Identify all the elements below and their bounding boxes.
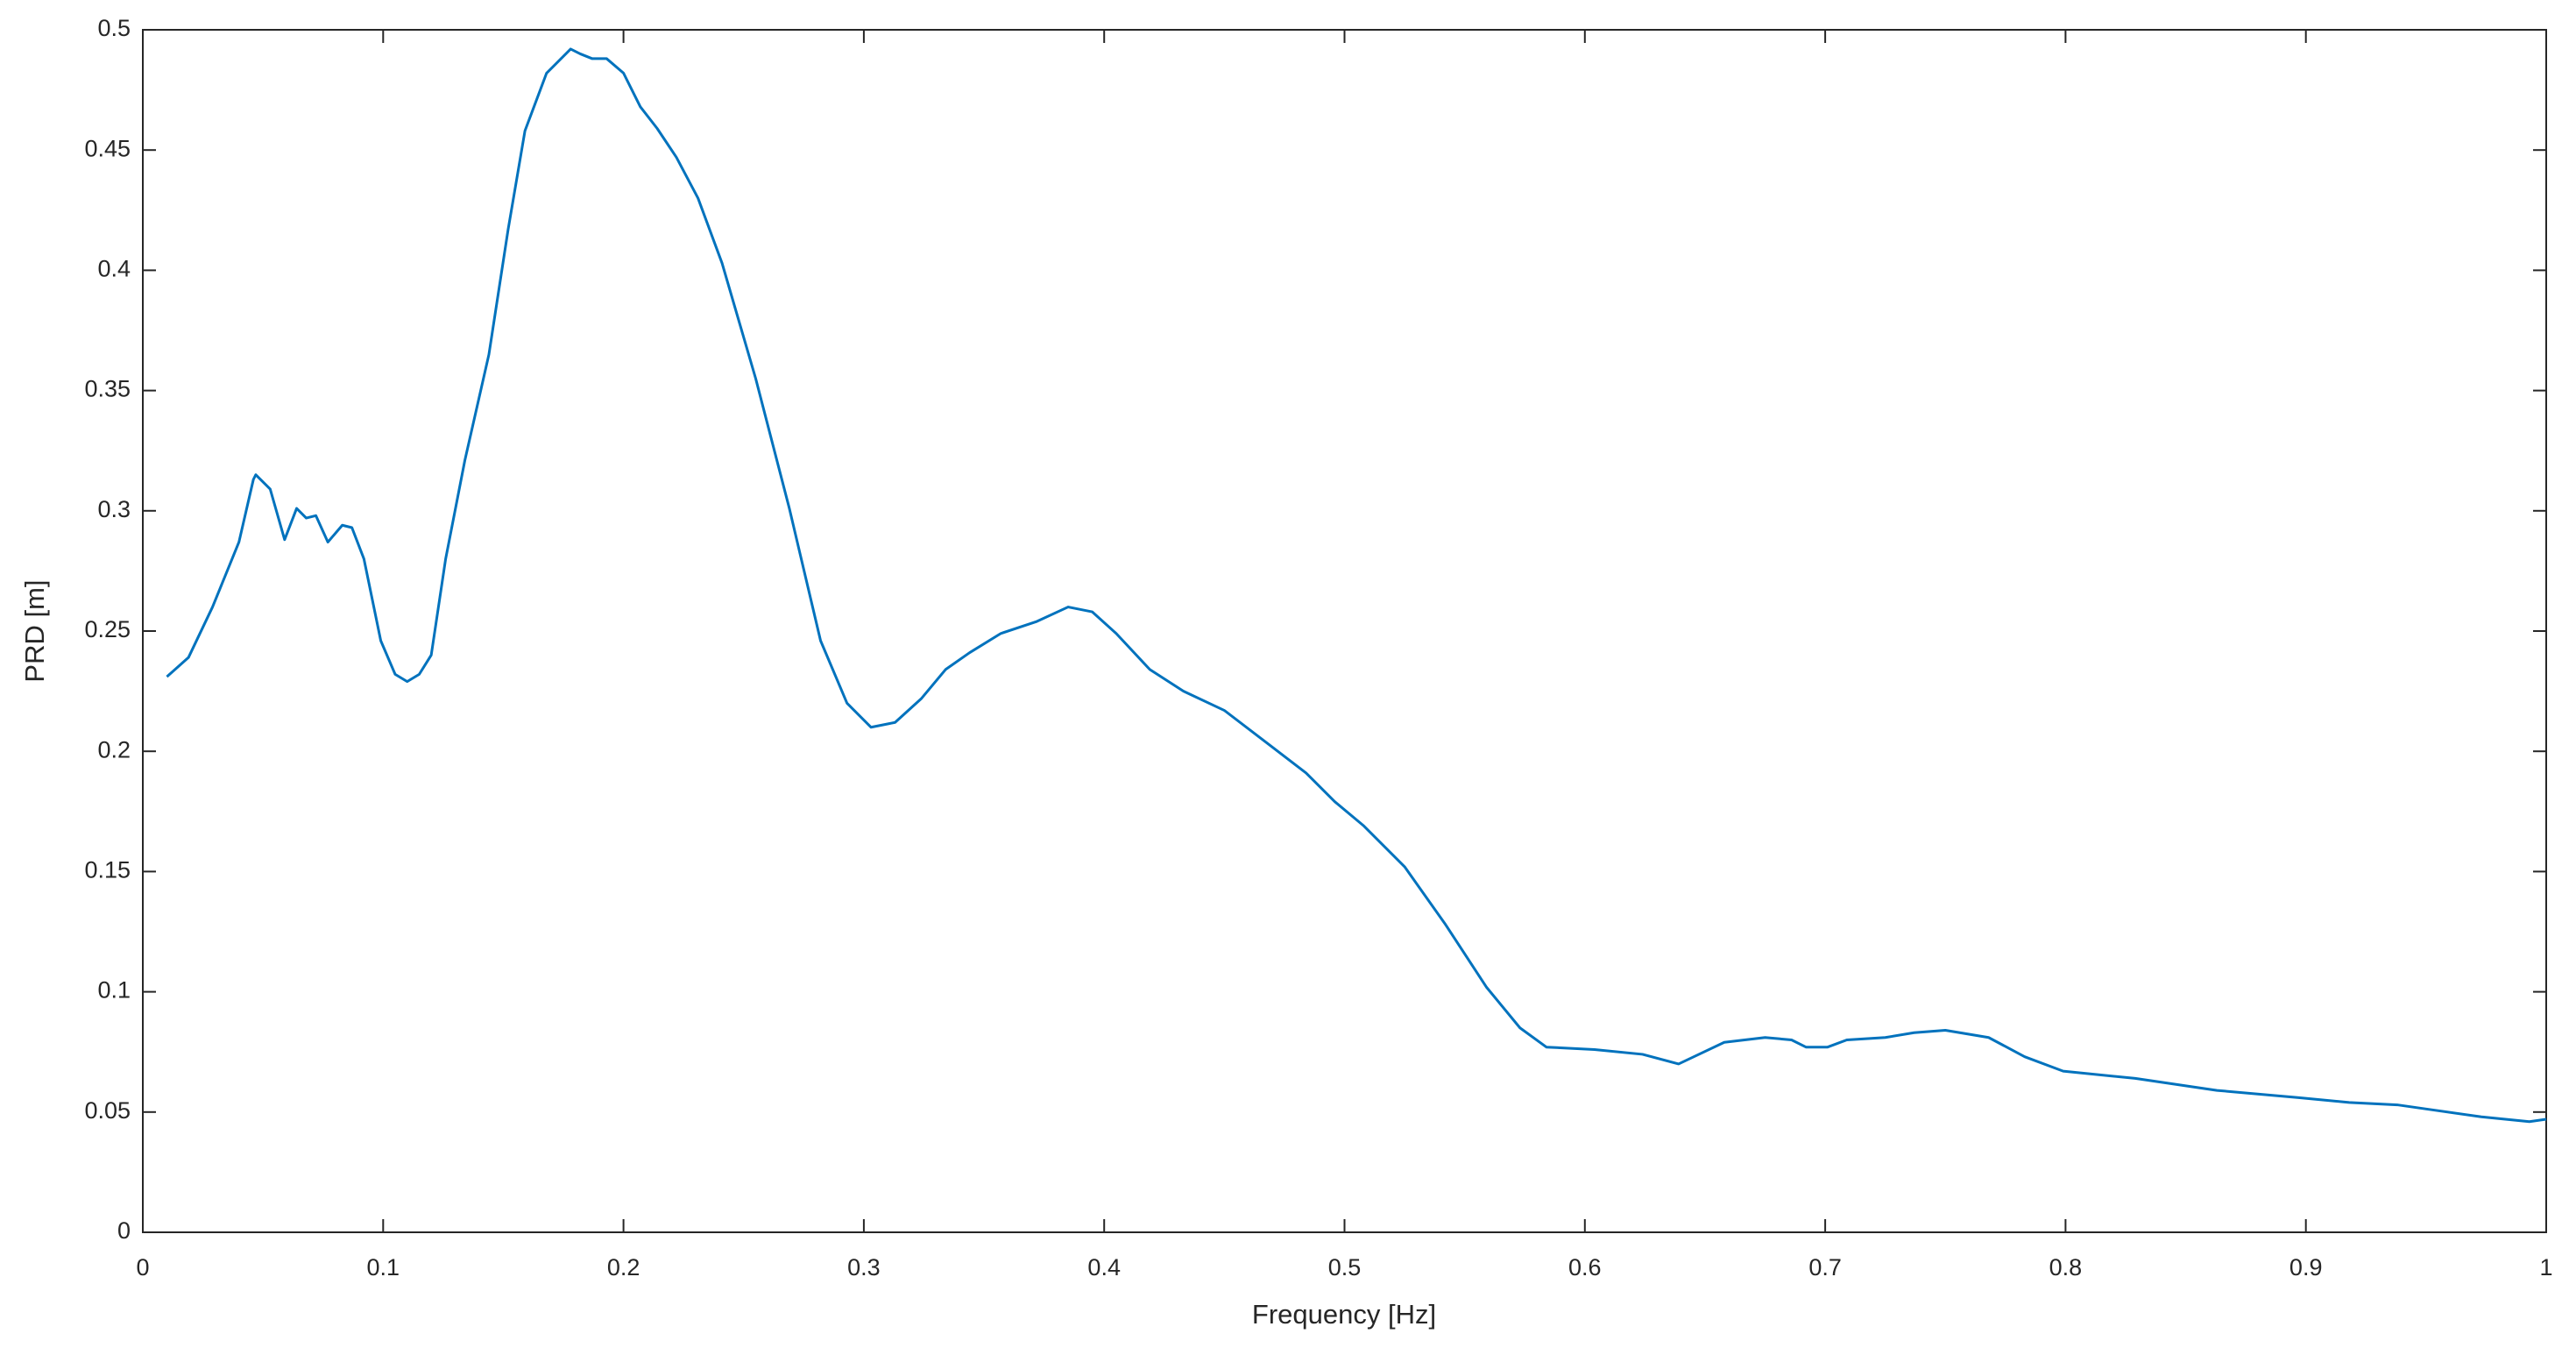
y-tick-label: 0.3 (97, 496, 131, 522)
x-tick-label: 0.6 (1568, 1254, 1602, 1281)
x-tick-label: 0.8 (2049, 1254, 2083, 1281)
y-tick-label: 0.25 (84, 616, 131, 642)
y-axis-label: PRD [m] (19, 579, 50, 682)
data-line (166, 47, 2547, 1124)
y-tick-label: 0.2 (97, 736, 131, 763)
x-tick-label: 0.3 (847, 1254, 881, 1281)
y-tick-label: 0.35 (84, 376, 131, 402)
x-tick-label: 0 (136, 1254, 149, 1281)
x-tick-label: 0.4 (1087, 1254, 1121, 1281)
plot-box (142, 29, 2547, 1233)
y-tick-label: 0.45 (84, 135, 131, 161)
y-tick-label: 0 (117, 1217, 131, 1244)
x-tick-label: 0.9 (2289, 1254, 2323, 1281)
x-tick-label: 0.1 (367, 1254, 400, 1281)
x-tick-label: 0.2 (607, 1254, 640, 1281)
x-tick-label: 0.7 (1808, 1254, 1842, 1281)
x-tick-label: 0.5 (1328, 1254, 1362, 1281)
y-tick-label: 0.5 (97, 15, 131, 41)
y-tick-label: 0.05 (84, 1097, 131, 1124)
x-tick-label: 1 (2539, 1254, 2552, 1281)
y-tick-label: 0.4 (97, 256, 131, 282)
x-axis-label: Frequency [Hz] (1252, 1299, 1436, 1330)
y-tick-label: 0.1 (97, 977, 131, 1004)
y-tick-label: 0.15 (84, 857, 131, 883)
